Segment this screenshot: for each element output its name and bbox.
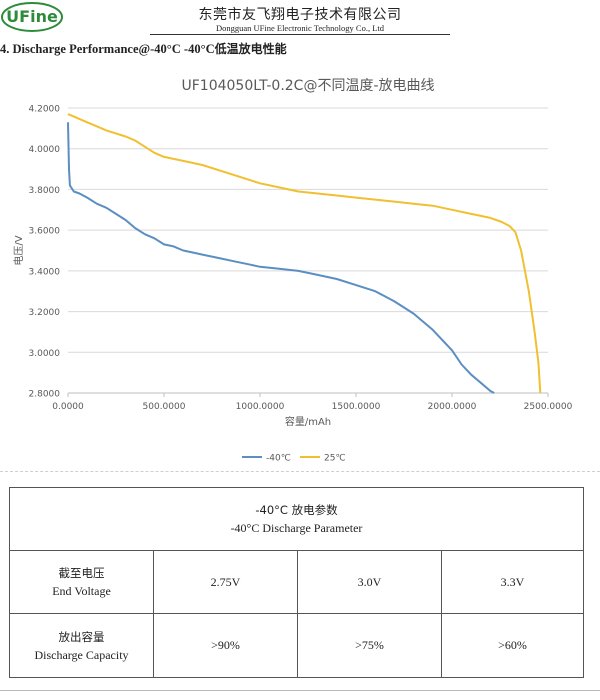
table-cell: 3.3V xyxy=(441,550,584,614)
section-title-en: 4. Discharge Performance@-40°C -40°C xyxy=(0,42,215,56)
y-tick-label: 2.8000 xyxy=(29,390,61,400)
table-title-row: -40°C 放电参数 -40°C Discharge Parameter xyxy=(9,487,584,551)
row-label-end-voltage: 截至电压 End Voltage xyxy=(9,550,154,614)
table-title-en: -40°C Discharge Parameter xyxy=(230,521,363,535)
y-axis-label: 电压/V xyxy=(12,235,25,265)
company-name-cn: 东莞市友飞翔电子技术有限公司 xyxy=(198,7,402,23)
table-row: 放出容量 Discharge Capacity >90% >75% >60% xyxy=(9,613,584,678)
y-tick-label: 3.6000 xyxy=(29,227,61,237)
x-axis-label: 容量/mAh xyxy=(285,415,331,428)
page-bottom-rule xyxy=(0,690,600,691)
legend-label: -40℃ xyxy=(266,454,291,464)
row-label-cn: 放出容量 xyxy=(58,629,105,644)
x-tick-label: 2500.0000 xyxy=(524,402,573,412)
y-tick-label: 3.2000 xyxy=(29,308,61,318)
legend-label: 25℃ xyxy=(324,454,346,464)
y-tick-label: 4.2000 xyxy=(29,105,61,115)
y-tick-label: 3.8000 xyxy=(29,186,61,196)
row-label-cn: 截至电压 xyxy=(58,566,105,580)
row-label-discharge-capacity: 放出容量 Discharge Capacity xyxy=(9,613,154,678)
table-cell: 3.0V xyxy=(297,550,442,614)
table-cell: >60% xyxy=(441,613,584,678)
discharge-chart-svg: UF104050LT-0.2C@不同温度-放电曲线 2.8000 3.0000 3.2… xyxy=(12,78,573,464)
table-cell: >90% xyxy=(153,613,298,678)
series-line-25c xyxy=(67,113,542,394)
header-divider xyxy=(150,34,450,35)
x-tick-label: 1000.0000 xyxy=(236,402,285,412)
y-tick-label: 4.0000 xyxy=(29,145,61,155)
chart-title: UF104050LT-0.2C@不同温度-放电曲线 xyxy=(181,78,434,94)
x-tick-label: 1500.0000 xyxy=(332,402,381,412)
table-cell: >75% xyxy=(297,613,442,678)
table-cell: 2.75V xyxy=(153,550,298,614)
series-line-minus40c xyxy=(67,122,495,394)
logo-text: UFine xyxy=(6,7,58,26)
table-title-cn: -40°C 放电参数 xyxy=(255,503,338,517)
table-row: 截至电压 End Voltage 2.75V 3.0V 3.3V xyxy=(9,550,584,614)
table-title-cell: -40°C 放电参数 -40°C Discharge Parameter xyxy=(9,487,584,551)
chart-bottom-divider xyxy=(0,471,600,472)
ufine-logo: UFine xyxy=(1,2,63,32)
company-name-en: Dongguan UFine Electronic Technology Co.… xyxy=(215,23,385,33)
discharge-parameter-table: -40°C 放电参数 -40°C Discharge Parameter 截至电… xyxy=(9,487,584,678)
x-tick-label: 500.0000 xyxy=(143,402,186,412)
row-label-en: Discharge Capacity xyxy=(34,647,129,662)
section-title: 4. Discharge Performance@-40°C -40°C低温放电… xyxy=(0,40,287,57)
y-tick-label: 3.0000 xyxy=(29,349,61,359)
x-tick-label: 2000.0000 xyxy=(428,402,477,412)
section-title-cn: 低温放电性能 xyxy=(214,42,287,56)
discharge-chart: UF104050LT-0.2C@不同温度-放电曲线 2.8000 3.0000 3.2… xyxy=(0,60,600,470)
row-label-en: End Voltage xyxy=(52,584,111,598)
x-tick-label: 0.0000 xyxy=(52,402,84,412)
y-tick-label: 3.4000 xyxy=(29,267,61,277)
